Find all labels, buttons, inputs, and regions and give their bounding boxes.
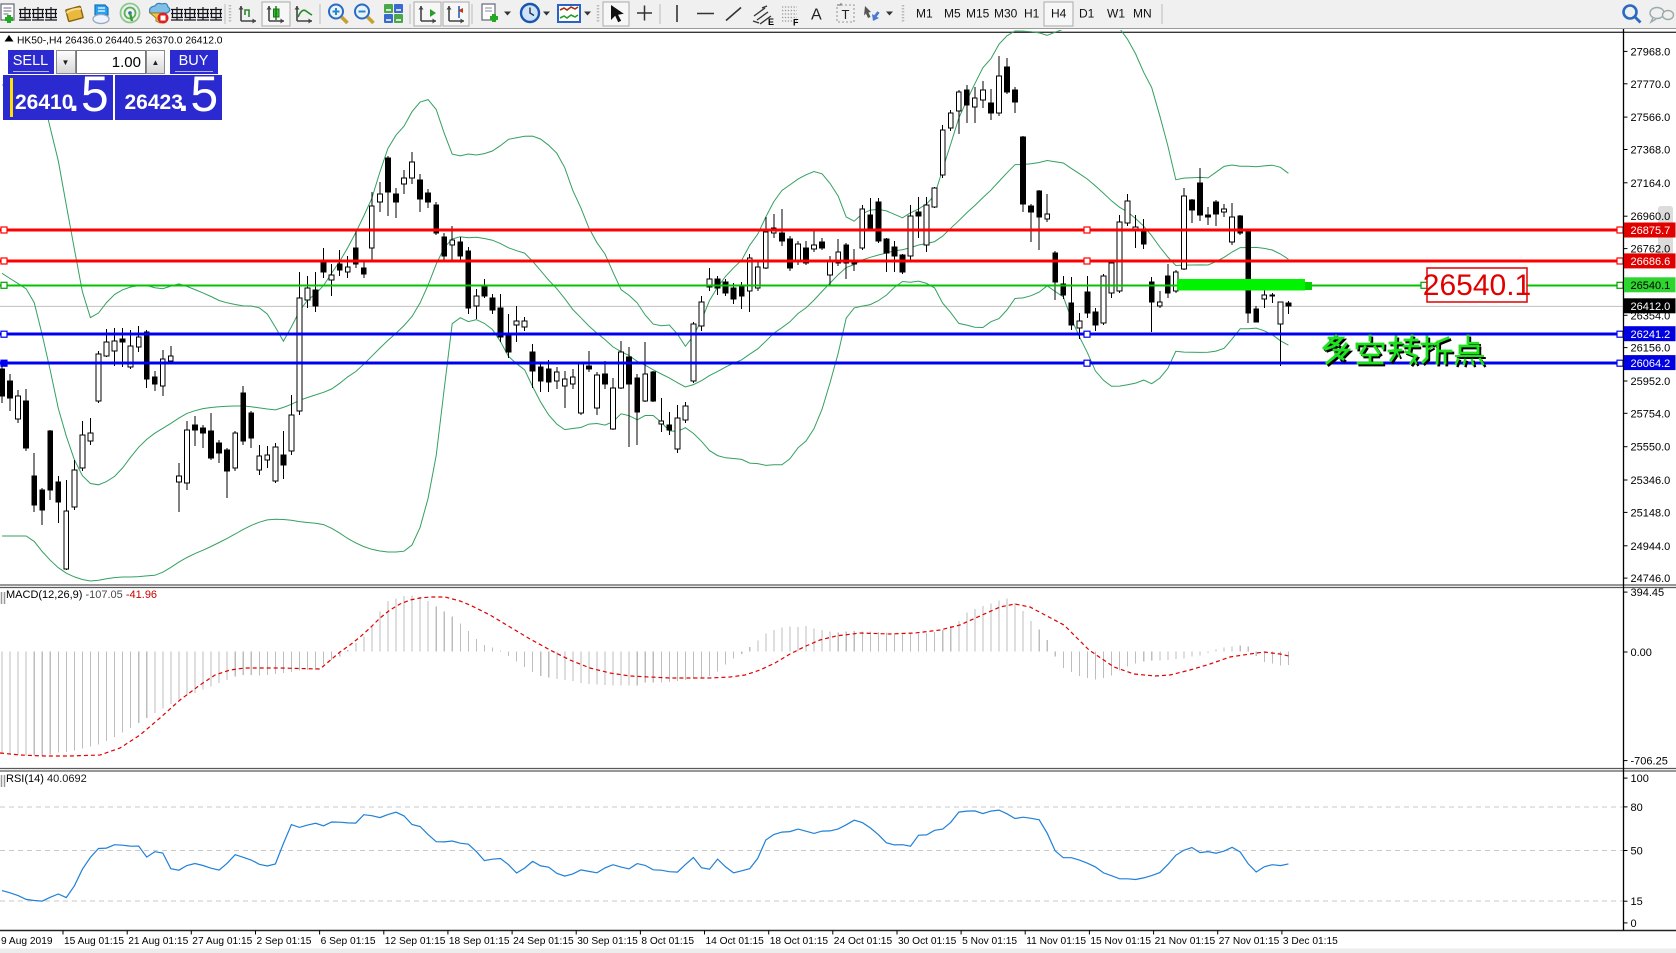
svg-text:26412.0: 26412.0 (1631, 301, 1671, 313)
svg-text:100: 100 (1631, 773, 1649, 785)
svg-text:RSI(14) 40.0692: RSI(14) 40.0692 (6, 773, 87, 785)
svg-text:26540.1: 26540.1 (1631, 280, 1671, 292)
svg-text:26540.1: 26540.1 (1423, 269, 1531, 302)
svg-text:14 Oct 01:15: 14 Oct 01:15 (706, 936, 765, 947)
svg-text:21 Nov 01:15: 21 Nov 01:15 (1155, 936, 1216, 947)
svg-text:15 Aug 01:15: 15 Aug 01:15 (64, 936, 124, 947)
svg-text:30 Sep 01:15: 30 Sep 01:15 (577, 936, 638, 947)
svg-text:9 Aug 2019: 9 Aug 2019 (1, 936, 53, 947)
svg-text:M30: M30 (994, 7, 1018, 21)
svg-text:24 Oct 01:15: 24 Oct 01:15 (834, 936, 893, 947)
svg-text:18 Oct 01:15: 18 Oct 01:15 (770, 936, 829, 947)
svg-text:3 Dec 01:15: 3 Dec 01:15 (1283, 936, 1338, 947)
svg-text:A: A (811, 7, 822, 24)
svg-text:E: E (768, 17, 774, 27)
svg-text:M1: M1 (916, 7, 933, 21)
svg-text:15 Nov 01:15: 15 Nov 01:15 (1090, 936, 1151, 947)
svg-text:MACD(12,26,9) -107.05 -41.96: MACD(12,26,9) -107.05 -41.96 (6, 589, 157, 601)
svg-text:5 Nov 01:15: 5 Nov 01:15 (962, 936, 1017, 947)
svg-text:26686.6: 26686.6 (1631, 256, 1671, 268)
svg-text:25754.0: 25754.0 (1631, 408, 1671, 420)
svg-text:T: T (842, 7, 850, 22)
svg-text:12 Sep 01:15: 12 Sep 01:15 (385, 936, 446, 947)
svg-text:24 Sep 01:15: 24 Sep 01:15 (513, 936, 574, 947)
svg-text:26156.0: 26156.0 (1631, 343, 1671, 355)
svg-text:27 Aug 01:15: 27 Aug 01:15 (192, 936, 252, 947)
svg-text:F: F (793, 18, 799, 28)
svg-text:8 Oct 01:15: 8 Oct 01:15 (641, 936, 694, 947)
svg-text:27770.0: 27770.0 (1631, 79, 1671, 91)
svg-text:D1: D1 (1079, 7, 1095, 21)
svg-text:-706.25: -706.25 (1631, 756, 1668, 768)
svg-text:H4: H4 (1051, 7, 1067, 21)
svg-text:HK50-,H4 26436.0 26440.5 2637: HK50-,H4 26436.0 26440.5 26370.0 26412.0 (17, 36, 223, 47)
svg-text:H1: H1 (1024, 7, 1040, 21)
svg-text:26762.0: 26762.0 (1631, 244, 1671, 256)
svg-text:18 Sep 01:15: 18 Sep 01:15 (449, 936, 510, 947)
svg-text:30 Oct 01:15: 30 Oct 01:15 (898, 936, 957, 947)
svg-text:26064.2: 26064.2 (1631, 358, 1671, 370)
svg-text:27 Nov 01:15: 27 Nov 01:15 (1219, 936, 1280, 947)
svg-text:27368.0: 27368.0 (1631, 145, 1671, 157)
svg-text:6 Sep 01:15: 6 Sep 01:15 (321, 936, 376, 947)
svg-text:26241.2: 26241.2 (1631, 329, 1671, 341)
svg-text:27164.0: 27164.0 (1631, 178, 1671, 190)
svg-text:25550.0: 25550.0 (1631, 442, 1671, 454)
svg-text:0: 0 (1631, 918, 1637, 930)
svg-text:26875.7: 26875.7 (1631, 225, 1671, 237)
svg-text:11 Nov 01:15: 11 Nov 01:15 (1026, 936, 1086, 947)
svg-text:W1: W1 (1107, 7, 1125, 21)
svg-text:27968.0: 27968.0 (1631, 46, 1671, 58)
svg-text:M15: M15 (966, 7, 990, 21)
svg-text:2 Sep 01:15: 2 Sep 01:15 (257, 936, 312, 947)
svg-text:25952.0: 25952.0 (1631, 376, 1671, 388)
svg-text:M5: M5 (944, 7, 961, 21)
svg-text:80: 80 (1631, 802, 1643, 814)
svg-text:MN: MN (1133, 7, 1152, 21)
svg-text:50: 50 (1631, 846, 1643, 858)
svg-text:26960.0: 26960.0 (1631, 211, 1671, 223)
svg-text:24944.0: 24944.0 (1631, 541, 1671, 553)
svg-text:394.45: 394.45 (1631, 587, 1665, 599)
svg-text:25346.0: 25346.0 (1631, 475, 1671, 487)
svg-text:24746.0: 24746.0 (1631, 573, 1671, 585)
svg-text:15: 15 (1631, 896, 1643, 908)
svg-text:27566.0: 27566.0 (1631, 112, 1671, 124)
svg-text:0.00: 0.00 (1631, 647, 1652, 659)
svg-text:21 Aug 01:15: 21 Aug 01:15 (128, 936, 188, 947)
svg-text:25148.0: 25148.0 (1631, 507, 1671, 519)
